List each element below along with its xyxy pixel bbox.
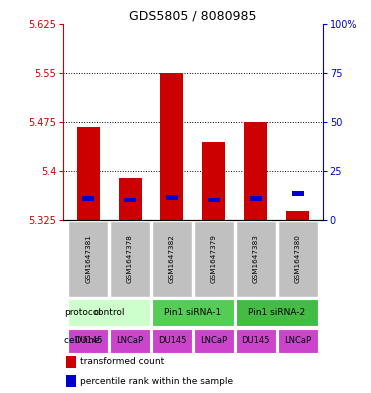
Bar [68,299,150,326]
Title: GDS5805 / 8080985: GDS5805 / 8080985 [129,9,257,22]
Bar [250,196,262,201]
Bar [194,329,234,353]
Text: LNCaP: LNCaP [116,336,144,345]
Bar [68,221,108,297]
Bar [278,221,318,297]
Bar [66,356,76,368]
Polygon shape [83,305,88,320]
Bar [244,122,267,220]
Text: cell line: cell line [64,336,100,345]
Bar [236,299,318,326]
Polygon shape [83,334,88,347]
Bar [110,221,150,297]
Bar [194,221,234,297]
Text: GSM1647381: GSM1647381 [85,235,91,283]
Text: control: control [93,308,125,317]
Text: GSM1647380: GSM1647380 [295,235,301,283]
Text: protocol: protocol [64,308,101,317]
Bar [68,329,108,353]
Text: percentile rank within the sample: percentile rank within the sample [80,376,233,386]
Bar [110,329,150,353]
Bar [208,198,220,202]
Bar [202,141,226,220]
Text: GSM1647379: GSM1647379 [211,235,217,283]
Text: Pin1 siRNA-2: Pin1 siRNA-2 [248,308,305,317]
Bar [236,329,276,353]
Text: DU145: DU145 [242,336,270,345]
Text: Pin1 siRNA-1: Pin1 siRNA-1 [164,308,221,317]
Text: GSM1647378: GSM1647378 [127,235,133,283]
Text: transformed count: transformed count [80,357,164,366]
Bar [152,221,192,297]
Bar [278,329,318,353]
Text: LNCaP: LNCaP [200,336,227,345]
Bar [124,198,136,202]
Bar [292,191,303,196]
Bar [152,329,192,353]
Bar [82,196,94,201]
Text: DU145: DU145 [158,336,186,345]
Bar [161,73,184,220]
Bar [77,127,100,220]
Text: GSM1647383: GSM1647383 [253,235,259,283]
Bar [66,375,76,387]
Bar [166,195,178,200]
Bar [119,178,142,220]
Bar [236,221,276,297]
Text: LNCaP: LNCaP [284,336,311,345]
Bar [152,299,234,326]
Bar [286,211,309,220]
Text: DU145: DU145 [74,336,102,345]
Text: GSM1647382: GSM1647382 [169,235,175,283]
